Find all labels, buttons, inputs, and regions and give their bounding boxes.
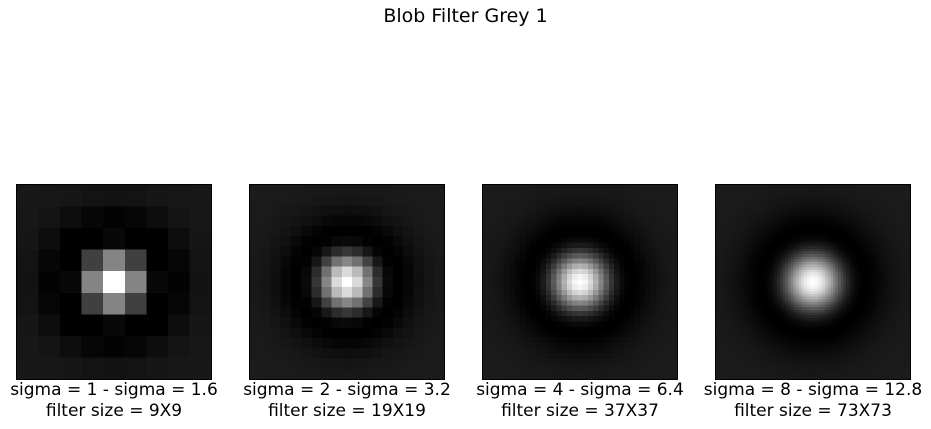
blob-filter-image <box>16 184 212 380</box>
caption-filter-size: filter size = 9X9 <box>45 401 183 421</box>
caption-sigma: sigma = 8 - sigma = 12.8 <box>703 380 923 400</box>
caption-filter-size: filter size = 37X37 <box>501 401 659 421</box>
caption-sigma: sigma = 4 - sigma = 6.4 <box>476 380 684 400</box>
filter-panel: sigma = 8 - sigma = 12.8 filter size = 7… <box>704 184 922 421</box>
filter-panel: sigma = 2 - sigma = 3.2 filter size = 19… <box>243 184 451 421</box>
caption-sigma: sigma = 1 - sigma = 1.6 <box>10 380 218 400</box>
panel-caption: sigma = 2 - sigma = 3.2 filter size = 19… <box>209 380 485 422</box>
blob-filter-image <box>715 184 911 380</box>
caption-filter-size: filter size = 73X73 <box>734 401 892 421</box>
panel-caption: sigma = 1 - sigma = 1.6 filter size = 9X… <box>0 380 252 422</box>
caption-filter-size: filter size = 19X19 <box>268 401 426 421</box>
blob-filter-image <box>249 184 445 380</box>
figure-title: Blob Filter Grey 1 <box>383 5 548 27</box>
caption-sigma: sigma = 2 - sigma = 3.2 <box>243 380 451 400</box>
filter-panel: sigma = 1 - sigma = 1.6 filter size = 9X… <box>10 184 218 421</box>
panel-caption: sigma = 4 - sigma = 6.4 filter size = 37… <box>442 380 718 422</box>
blob-filter-image <box>482 184 678 380</box>
panel-caption: sigma = 8 - sigma = 12.8 filter size = 7… <box>675 380 931 422</box>
filter-panel: sigma = 4 - sigma = 6.4 filter size = 37… <box>476 184 684 421</box>
